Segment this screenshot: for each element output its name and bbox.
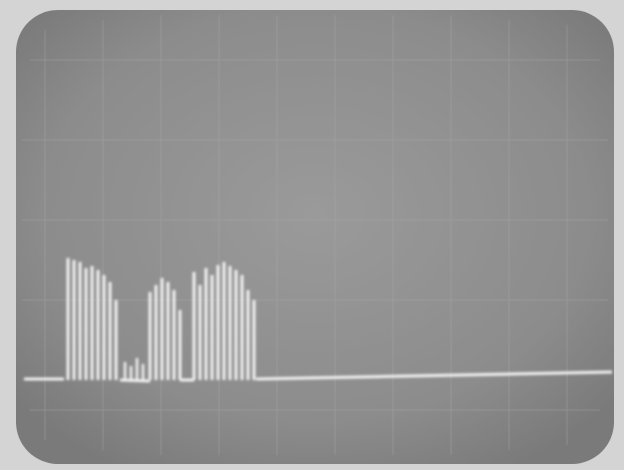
screen (16, 10, 614, 464)
graticule (22, 15, 608, 455)
trace (24, 258, 613, 383)
